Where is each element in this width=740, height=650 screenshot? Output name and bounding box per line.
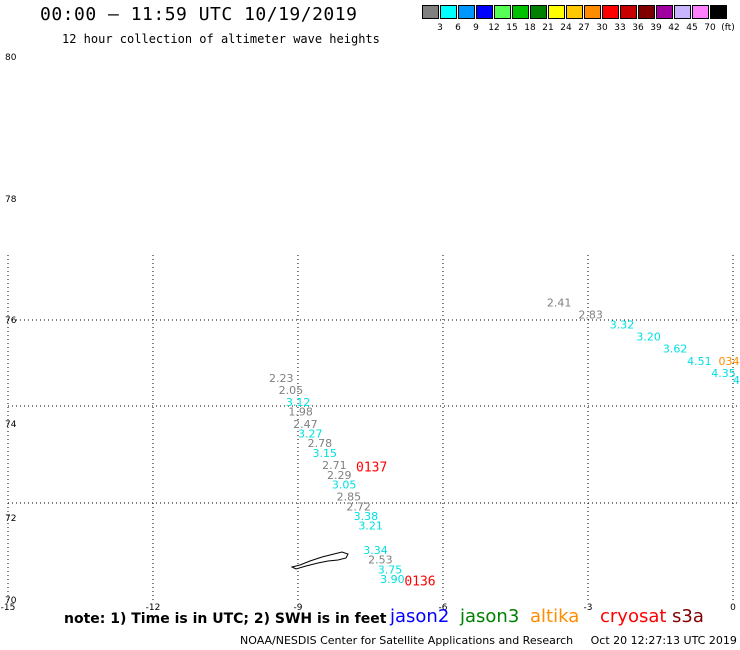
lat-tick-label: 74 — [5, 420, 17, 430]
legend-swatch — [476, 5, 493, 19]
swh-value-label: 3.05 — [332, 478, 357, 491]
chart-subtitle: 12 hour collection of altimeter wave hei… — [62, 32, 380, 46]
legend-swatch — [638, 5, 655, 19]
swh-value-label: 3.38 — [354, 510, 379, 523]
lat-tick-label: 72 — [5, 514, 16, 524]
lat-tick-label: 76 — [5, 316, 17, 326]
legend-swatch — [602, 5, 619, 19]
lat-tick-label: 80 — [5, 53, 17, 63]
swh-value-label: 2.29 — [327, 469, 352, 482]
legend-bin-label: 12 — [488, 23, 500, 33]
legend-swatch — [494, 5, 511, 19]
swh-value-label: 2.85 — [337, 491, 362, 504]
lon-tick-label: -3 — [584, 603, 593, 613]
lon-tick-label: 0 — [730, 603, 736, 613]
swh-value-label: 3.34 — [363, 544, 388, 557]
swh-value-label: 3.62 — [663, 343, 688, 356]
legend-bin-label: 18 — [524, 23, 536, 33]
legend-swatch — [692, 5, 709, 19]
legend-swatch — [530, 5, 547, 19]
swh-value-label: 4.51 — [687, 355, 712, 368]
legend-swatch — [512, 5, 529, 19]
swh-value-label: 3.20 — [636, 331, 661, 344]
legend-bin-label: 45 — [686, 23, 698, 33]
swh-value-label: 2.23 — [269, 372, 294, 385]
chart-title: 00:00 – 11:59 UTC 10/19/2019 — [40, 4, 358, 25]
lon-tick-label: -9 — [294, 603, 303, 613]
swh-value-label: 3.21 — [358, 520, 383, 533]
pass-time-label: 0137 — [356, 460, 387, 475]
satellite-name: cryosat — [600, 606, 667, 627]
legend-unit-label: (ft) — [721, 23, 735, 33]
swh-value-label: 3.12 — [286, 396, 311, 409]
swh-value-label: 3.75 — [378, 563, 403, 576]
legend-swatch — [458, 5, 475, 19]
swh-observations: 2.232.053.121.982.473.272.783.152.712.29… — [269, 297, 740, 590]
swh-value-label: 2.72 — [346, 500, 371, 513]
swh-value-label: 034 — [719, 355, 740, 368]
lon-tick-label: -6 — [439, 603, 448, 613]
swh-value-label: 2.41 — [547, 297, 572, 310]
legend-bin-label: 21 — [542, 23, 554, 33]
satellite-name: s3a — [672, 606, 704, 627]
legend-bin-label: 3 — [437, 23, 443, 33]
legend-swatch — [566, 5, 583, 19]
legend-bin-label: 39 — [650, 23, 662, 33]
satellite-name: altika — [530, 606, 580, 627]
pass-time-label: 0136 — [404, 574, 435, 589]
swh-value-label: 2.47 — [293, 418, 318, 431]
swh-value-label: 2.05 — [279, 384, 304, 397]
lon-tick-label: -15 — [1, 603, 16, 613]
legend-bin-label: 6 — [455, 23, 461, 33]
legend-swatch — [440, 5, 457, 19]
legend-bin-label: 15 — [506, 23, 518, 33]
legend-bin-label: 9 — [473, 23, 479, 33]
lat-tick-label: 78 — [5, 195, 17, 205]
axis-tick-labels: -15 -12 -9 -6 -3 0 80 78 76 74 72 70 — [1, 53, 736, 613]
legend-swatch — [422, 5, 439, 19]
swh-value-label: 4. — [733, 374, 740, 387]
footer-credit: NOAA/NESDIS Center for Satellite Applica… — [240, 634, 737, 647]
swh-value-label: 2.71 — [322, 459, 347, 472]
lon-tick-label: -12 — [146, 603, 161, 613]
legend-bin-label: 42 — [668, 23, 680, 33]
swh-value-label: 2.83 — [578, 309, 603, 322]
legend-bin-label: 24 — [560, 23, 572, 33]
swh-value-label: 3.15 — [313, 447, 338, 460]
legend-swatch — [620, 5, 637, 19]
legend-swatch — [584, 5, 601, 19]
satellite-name: jason3 — [460, 606, 520, 627]
lat-tick-label: 70 — [5, 596, 17, 606]
swh-value-label: 1.98 — [288, 406, 313, 419]
swh-value-label: 3.90 — [380, 573, 405, 586]
legend-bin-label: 33 — [614, 23, 626, 33]
legend-swatch — [710, 5, 727, 19]
swh-value-label: 2.53 — [368, 554, 393, 567]
legend-swatch — [674, 5, 691, 19]
satellite-name: jason2 — [390, 606, 450, 627]
map-grid — [7, 255, 740, 600]
footer-note: note: 1) Time is in UTC; 2) SWH is in fe… — [64, 611, 387, 627]
swh-value-label: 2.78 — [308, 437, 333, 450]
legend-bin-label: 27 — [578, 23, 590, 33]
swh-value-label: 4.35 — [711, 367, 736, 380]
swh-value-label: 3.27 — [298, 428, 323, 441]
legend-bin-label: 30 — [596, 23, 608, 33]
jan-mayen-island-outline — [290, 551, 349, 570]
legend-swatch — [656, 5, 673, 19]
legend-bin-label: 70 — [704, 23, 716, 33]
swh-value-label: 3.32 — [610, 318, 635, 331]
legend-bin-label: 36 — [632, 23, 644, 33]
legend-swatch — [548, 5, 565, 19]
